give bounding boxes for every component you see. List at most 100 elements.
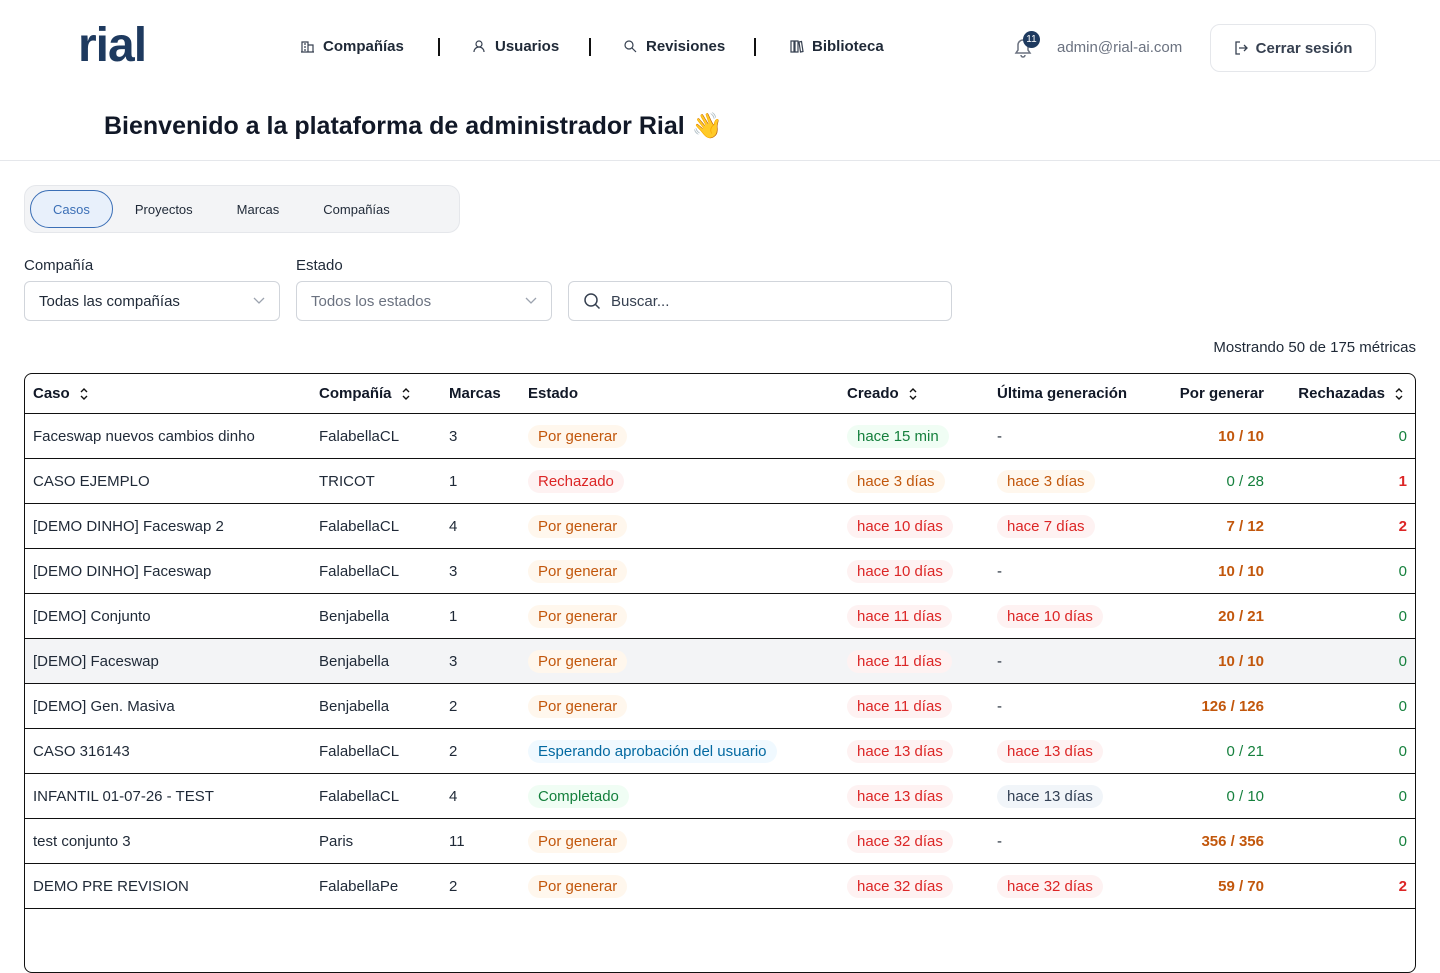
- cell-text: hace 10 días: [847, 559, 953, 583]
- sort-icon[interactable]: [905, 387, 921, 401]
- table-row[interactable]: [DEMO DINHO] Faceswap FalabellaCL 3 Por gen…: [25, 549, 1415, 594]
- table-row[interactable]: [DEMO] Gen. Masiva Benjabella 2 Por generar…: [25, 684, 1415, 729]
- table-cell: 10 / 10: [1218, 549, 1264, 593]
- nav-link[interactable]: Compañías: [300, 38, 404, 55]
- table-cell: 0: [1399, 549, 1407, 593]
- table-cell: 126 / 126: [1201, 684, 1264, 728]
- table-cell: hace 11 días: [847, 594, 952, 638]
- table-cell: 0: [1399, 594, 1407, 638]
- sort-icon[interactable]: [398, 387, 414, 401]
- table-cell: 0: [1399, 414, 1407, 458]
- sort-icon[interactable]: [1391, 387, 1407, 401]
- cell-text: hace 13 días: [997, 784, 1103, 808]
- column-header[interactable]: Creado: [847, 374, 921, 413]
- table-cell: 2: [449, 729, 457, 773]
- cell-text: 10 / 10: [1218, 562, 1264, 580]
- company-value: Todas las compañías: [39, 292, 180, 310]
- tab[interactable]: Proyectos: [134, 201, 193, 217]
- state-select[interactable]: Todos los estados: [296, 281, 552, 321]
- table-cell: 0 / 28: [1226, 459, 1264, 503]
- nav-link[interactable]: Revisiones: [623, 38, 725, 55]
- table-row[interactable]: CASO EJEMPLO TRICOT 1 Rechazado hace 3 días h…: [25, 459, 1415, 504]
- cell-text: 0: [1398, 742, 1407, 760]
- table-row[interactable]: test conjunto 3 Paris 11 Por generar hace 32…: [25, 819, 1415, 864]
- table-cell: Benjabella: [319, 594, 389, 638]
- cell-text: hace 32 días: [847, 829, 953, 853]
- table-cell: 10 / 10: [1218, 414, 1264, 458]
- table-row[interactable]: [DEMO DINHO] Faceswap 2 FalabellaCL 4 Por g…: [25, 504, 1415, 549]
- cell-text: 3: [449, 427, 458, 445]
- table-cell: hace 10 días: [847, 549, 953, 593]
- cell-text: 0: [1398, 697, 1407, 715]
- cases-table: Caso Compañía Marcas Estado Creado Última gen…: [24, 373, 1416, 973]
- table-cell: [DEMO DINHO] Faceswap 2: [33, 504, 224, 548]
- column-header[interactable]: Compañía: [319, 374, 414, 413]
- chevron: [525, 297, 537, 304]
- cell-text: -: [997, 652, 1002, 670]
- status-badge: Por generar: [528, 649, 628, 673]
- cell-text: TRICOT: [319, 472, 375, 490]
- column-header[interactable]: Caso: [33, 374, 92, 413]
- cell-text: Paris: [319, 832, 354, 850]
- cell-text: FalabellaCL: [319, 427, 400, 445]
- table-header: Caso Compañía Marcas Estado Creado Última gen…: [25, 374, 1415, 414]
- table-cell: hace 13 días: [997, 774, 1103, 818]
- column-header[interactable]: Rechazadas: [1298, 374, 1407, 413]
- status-badge: Por generar: [528, 829, 628, 853]
- tab[interactable]: Compañías: [323, 201, 390, 217]
- table-cell: [DEMO] Gen. Masiva: [33, 684, 175, 728]
- table-cell: hace 32 días: [847, 864, 953, 908]
- table-row[interactable]: [DEMO] Conjunto Benjabella 1 Por generar hac…: [25, 594, 1415, 639]
- tab[interactable]: Marcas: [236, 201, 280, 217]
- cell-text: [DEMO] Gen. Masiva: [33, 697, 175, 715]
- cell-text: 2: [449, 742, 458, 760]
- cell-text: Faceswap nuevos cambios dinho: [33, 427, 255, 445]
- table-cell: Por generar: [528, 639, 628, 683]
- table-cell: Por generar: [528, 864, 628, 908]
- status-badge: Completado: [528, 784, 629, 808]
- table-row[interactable]: INFANTIL 01-07-26 - TEST FalabellaCL 4 Comp…: [25, 774, 1415, 819]
- cell-text: -: [997, 427, 1002, 445]
- table-cell: 0 / 21: [1226, 729, 1264, 773]
- table-cell: 11: [449, 819, 465, 863]
- status-badge: Por generar: [528, 604, 628, 628]
- nav-icon: [624, 40, 637, 53]
- nav-separator: [754, 38, 756, 56]
- state-placeholder: Todos los estados: [311, 292, 432, 310]
- table-cell: TRICOT: [319, 459, 375, 503]
- table-cell: -: [997, 414, 1002, 458]
- cell-text: hace 32 días: [997, 874, 1103, 898]
- company-select[interactable]: Todas las compañías: [24, 281, 280, 321]
- table-cell: 0: [1399, 684, 1407, 728]
- table-row[interactable]: DEMO PRE REVISION FalabellaPe 2 Por generar…: [25, 864, 1415, 909]
- search-input[interactable]: Buscar...: [568, 281, 952, 321]
- cell-text: test conjunto 3: [33, 832, 131, 850]
- table-row[interactable]: [DEMO] Faceswap Benjabella 3 Por generar hac…: [25, 639, 1415, 684]
- cell-text: FalabellaCL: [319, 787, 400, 805]
- logout-button[interactable]: Cerrar sesión: [1210, 24, 1376, 72]
- tab[interactable]: Casos: [30, 190, 113, 228]
- column-label: Por generar: [1179, 385, 1264, 402]
- search-icon: [584, 293, 601, 310]
- table-row[interactable]: Faceswap nuevos cambios dinho FalabellaCL…: [25, 414, 1415, 459]
- table-cell: test conjunto 3: [33, 819, 131, 863]
- cell-text: FalabellaCL: [319, 562, 400, 580]
- table-row[interactable]: CASO 316143 FalabellaCL 2 Esperando aprobac…: [25, 729, 1415, 774]
- cell-text: 1: [449, 607, 458, 625]
- table-cell: Benjabella: [319, 639, 389, 683]
- cell-text: -: [997, 562, 1002, 580]
- logout-icon: [1234, 41, 1248, 55]
- nav-link[interactable]: Biblioteca: [789, 38, 884, 55]
- nav-label: Compañías: [323, 38, 404, 55]
- logout-label: Cerrar sesión: [1255, 39, 1353, 57]
- column-header: Por generar: [1180, 374, 1264, 413]
- cell-text: CASO 316143: [33, 742, 130, 760]
- cell-text: 20 / 21: [1218, 607, 1264, 625]
- nav-icon: [301, 41, 314, 53]
- table-cell: INFANTIL 01-07-26 - TEST: [33, 774, 214, 818]
- cell-text: CASO EJEMPLO: [33, 472, 150, 490]
- nav-link[interactable]: Usuarios: [472, 38, 559, 55]
- logo[interactable]: rial: [78, 19, 147, 72]
- table-cell: 1: [1399, 459, 1407, 503]
- sort-icon[interactable]: [76, 387, 92, 401]
